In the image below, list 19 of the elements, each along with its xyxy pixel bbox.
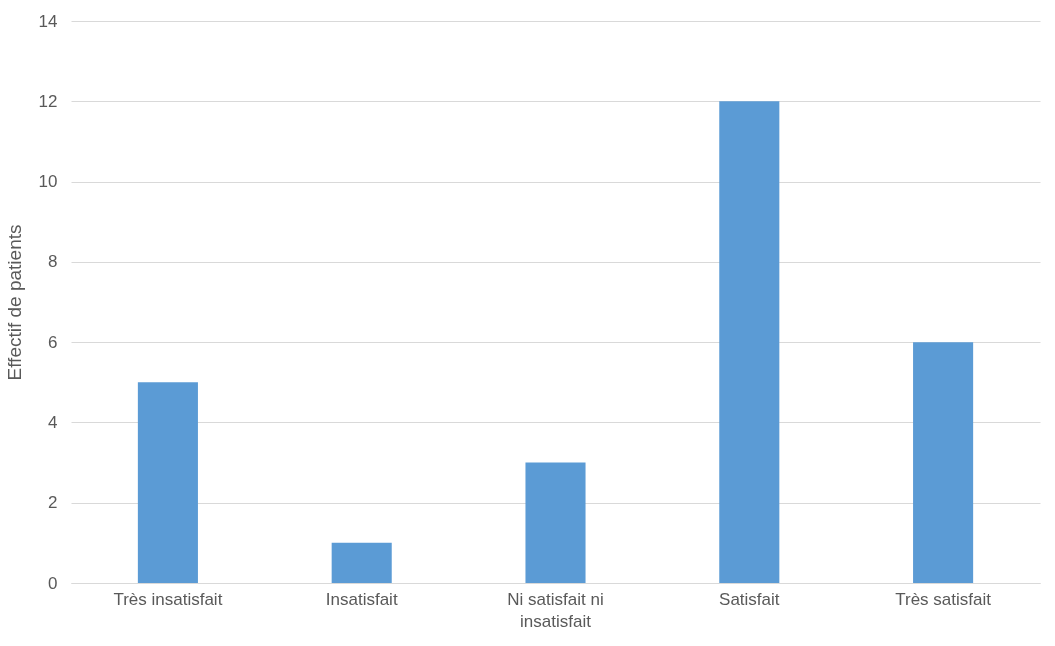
x-tick-label: Très insatisfait	[113, 589, 223, 609]
y-tick-label: 0	[48, 573, 58, 593]
y-tick-label: 6	[48, 332, 58, 352]
x-tick-label: Ni satisfait ni insatisfait	[507, 589, 604, 631]
y-tick-label: 10	[38, 172, 58, 192]
x-tick-label: Très satisfait	[895, 589, 992, 609]
x-tick-label: Satisfait	[719, 589, 780, 609]
bar	[137, 382, 198, 583]
y-tick-label: 14	[38, 11, 58, 31]
x-tick-label: Insatisfait	[325, 589, 398, 609]
bar	[525, 462, 586, 583]
bar	[331, 542, 392, 583]
bar	[719, 101, 780, 583]
bar	[913, 342, 974, 583]
y-tick-label: 2	[48, 493, 58, 513]
y-tick-label: 8	[48, 252, 58, 272]
y-axis-title: Effectif de patients	[3, 224, 25, 381]
y-tick-label: 12	[38, 91, 58, 111]
y-tick-label: 4	[48, 412, 58, 432]
